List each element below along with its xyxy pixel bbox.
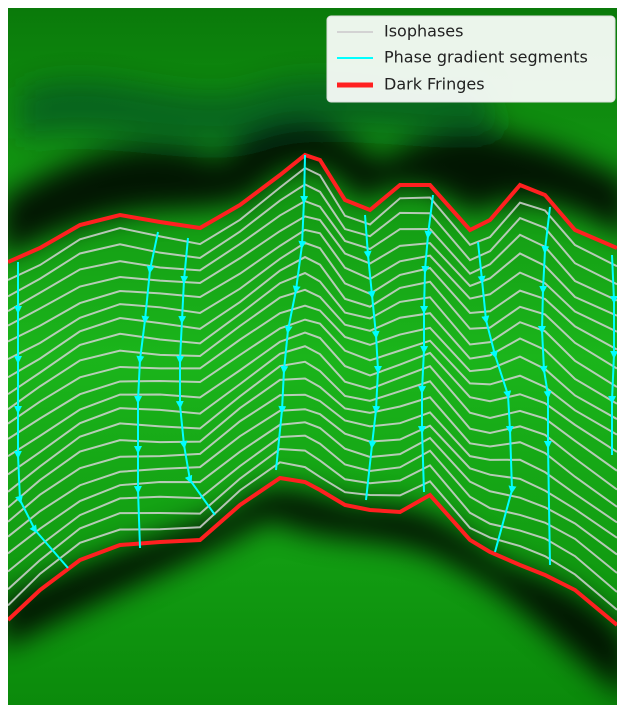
fringe-image [0,8,617,705]
figure: Isophases Phase gradient segments Dark F… [0,0,617,705]
legend-label: Phase gradient segments [384,48,588,67]
legend-label: Isophases [384,22,463,41]
legend-label: Dark Fringes [384,75,485,94]
legend: Isophases Phase gradient segments Dark F… [327,16,615,102]
